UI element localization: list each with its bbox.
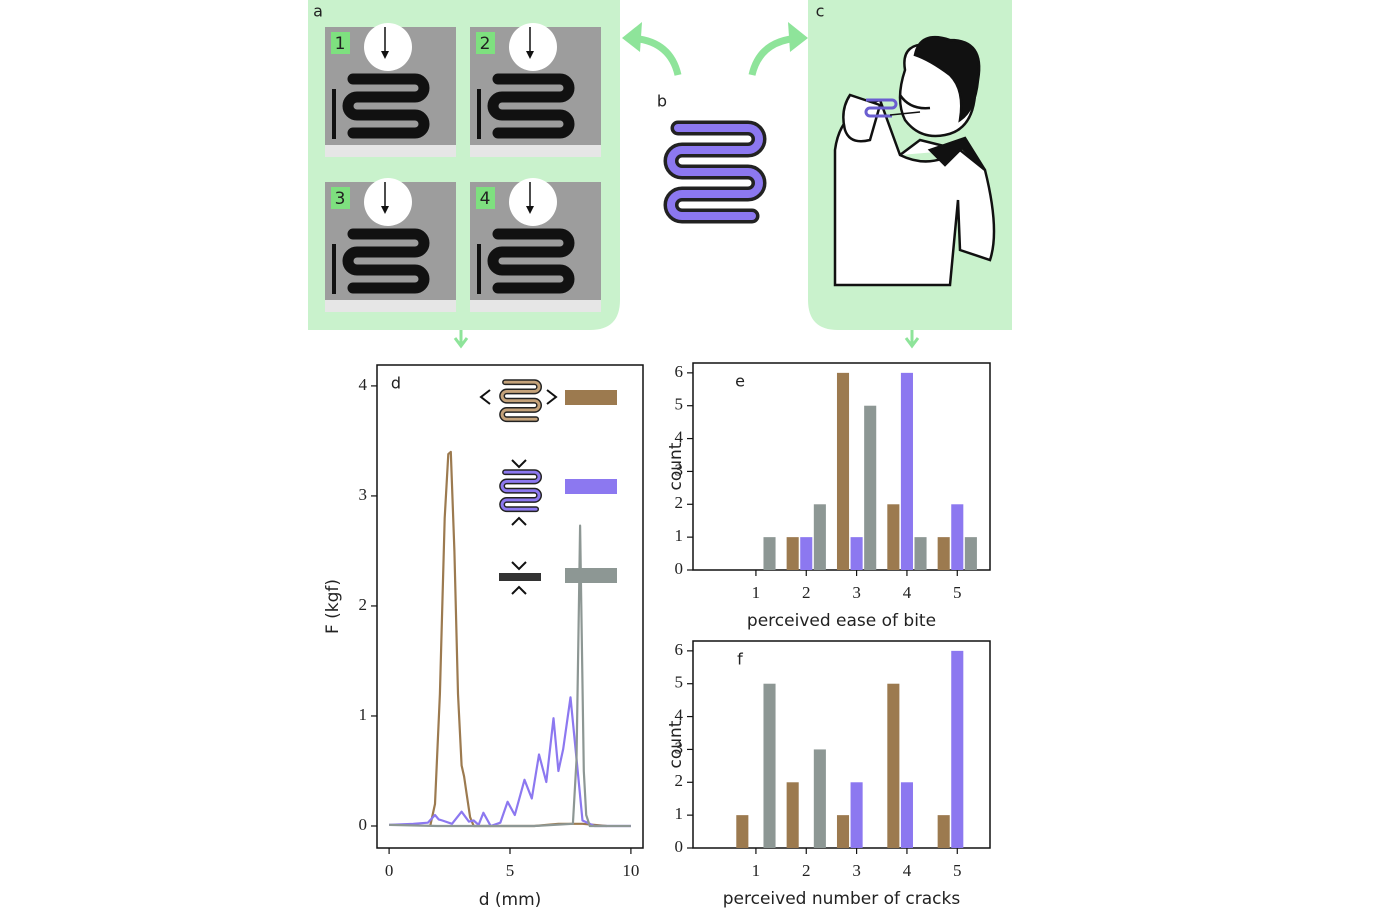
bar bbox=[914, 537, 927, 570]
bar bbox=[836, 372, 850, 570]
bar bbox=[813, 749, 826, 848]
y-tick-label: 3 bbox=[675, 738, 684, 757]
x-tick-label: 3 bbox=[852, 861, 861, 880]
bar bbox=[937, 537, 950, 570]
bar bbox=[800, 537, 813, 570]
x-axis-label: perceived ease of bite bbox=[747, 611, 936, 631]
bar bbox=[864, 405, 877, 570]
panel-label: f bbox=[737, 650, 743, 669]
y-tick-label: 1 bbox=[675, 526, 684, 545]
y-tick-label: 4 bbox=[675, 427, 684, 446]
x-tick-label: 4 bbox=[903, 583, 912, 602]
bar bbox=[850, 782, 863, 848]
y-tick-label: 2 bbox=[675, 771, 684, 790]
y-tick-label: 5 bbox=[675, 673, 684, 692]
legend-swatch bbox=[565, 390, 617, 405]
y-tick-label: 0 bbox=[675, 837, 684, 856]
y-axis-label: count bbox=[666, 720, 686, 768]
bar bbox=[900, 782, 913, 848]
x-tick-label: 5 bbox=[953, 861, 962, 880]
bar bbox=[836, 815, 850, 848]
x-tick-label: 1 bbox=[752, 861, 761, 880]
bar bbox=[964, 537, 977, 570]
x-tick-label: 5 bbox=[953, 583, 962, 602]
y-tick-label: 4 bbox=[675, 705, 684, 724]
panel-label: e bbox=[735, 372, 745, 391]
x-tick-label: 2 bbox=[802, 861, 811, 880]
series-line bbox=[389, 524, 631, 828]
legend-swatch bbox=[565, 568, 617, 583]
arrow bbox=[788, 22, 808, 52]
x-axis-label: perceived number of cracks bbox=[723, 889, 961, 909]
photo-badge bbox=[476, 32, 495, 54]
y-tick-label: 3 bbox=[359, 485, 368, 504]
panel-label: d bbox=[391, 374, 401, 393]
x-tick-label: 5 bbox=[506, 861, 515, 880]
panel-label: a bbox=[313, 2, 323, 21]
y-tick-label: 2 bbox=[359, 595, 368, 614]
x-tick-label: 3 bbox=[852, 583, 861, 602]
bar bbox=[763, 683, 776, 848]
plot-frame bbox=[376, 364, 644, 849]
arrow bbox=[622, 22, 642, 52]
y-tick-label: 0 bbox=[359, 815, 368, 834]
photo-badge bbox=[476, 187, 495, 209]
bar bbox=[887, 683, 900, 848]
bar bbox=[736, 815, 749, 848]
y-tick-label: 3 bbox=[675, 460, 684, 479]
bar bbox=[786, 782, 799, 848]
photo-number: 2 bbox=[480, 34, 491, 54]
y-tick-label: 1 bbox=[359, 705, 368, 724]
x-tick-label: 4 bbox=[903, 861, 912, 880]
photo-badge bbox=[331, 187, 350, 209]
series-line bbox=[389, 696, 631, 828]
x-tick-label: 1 bbox=[752, 583, 761, 602]
x-tick-label: 0 bbox=[385, 861, 394, 880]
spring-icon bbox=[671, 128, 759, 216]
bar bbox=[850, 537, 863, 570]
bar bbox=[763, 537, 776, 570]
bar bbox=[951, 504, 964, 570]
x-axis-label: d (mm) bbox=[479, 890, 542, 910]
bar bbox=[937, 815, 950, 848]
x-tick-label: 2 bbox=[802, 583, 811, 602]
y-tick-label: 2 bbox=[675, 493, 684, 512]
x-tick-label: 10 bbox=[622, 861, 639, 880]
y-tick-label: 6 bbox=[675, 362, 684, 381]
bar bbox=[887, 504, 900, 570]
bar bbox=[786, 537, 799, 570]
y-tick-label: 6 bbox=[675, 640, 684, 659]
panel-label: b bbox=[657, 92, 667, 111]
y-axis-label: count bbox=[666, 442, 686, 490]
bar bbox=[951, 650, 964, 848]
y-tick-label: 1 bbox=[675, 804, 684, 823]
person-illustration bbox=[833, 35, 996, 287]
photo-number: 3 bbox=[335, 189, 346, 209]
photo-number: 1 bbox=[335, 34, 346, 54]
legend-icons bbox=[479, 382, 558, 595]
photo-badge bbox=[331, 32, 350, 54]
y-tick-label: 4 bbox=[359, 375, 368, 394]
legend-swatch bbox=[565, 479, 617, 494]
panel-label: c bbox=[816, 2, 825, 21]
y-axis-label: F (kgf) bbox=[323, 579, 343, 634]
bar bbox=[813, 504, 826, 570]
y-tick-label: 5 bbox=[675, 395, 684, 414]
bar bbox=[900, 372, 913, 570]
y-tick-label: 0 bbox=[675, 559, 684, 578]
photo-number: 4 bbox=[480, 189, 491, 209]
